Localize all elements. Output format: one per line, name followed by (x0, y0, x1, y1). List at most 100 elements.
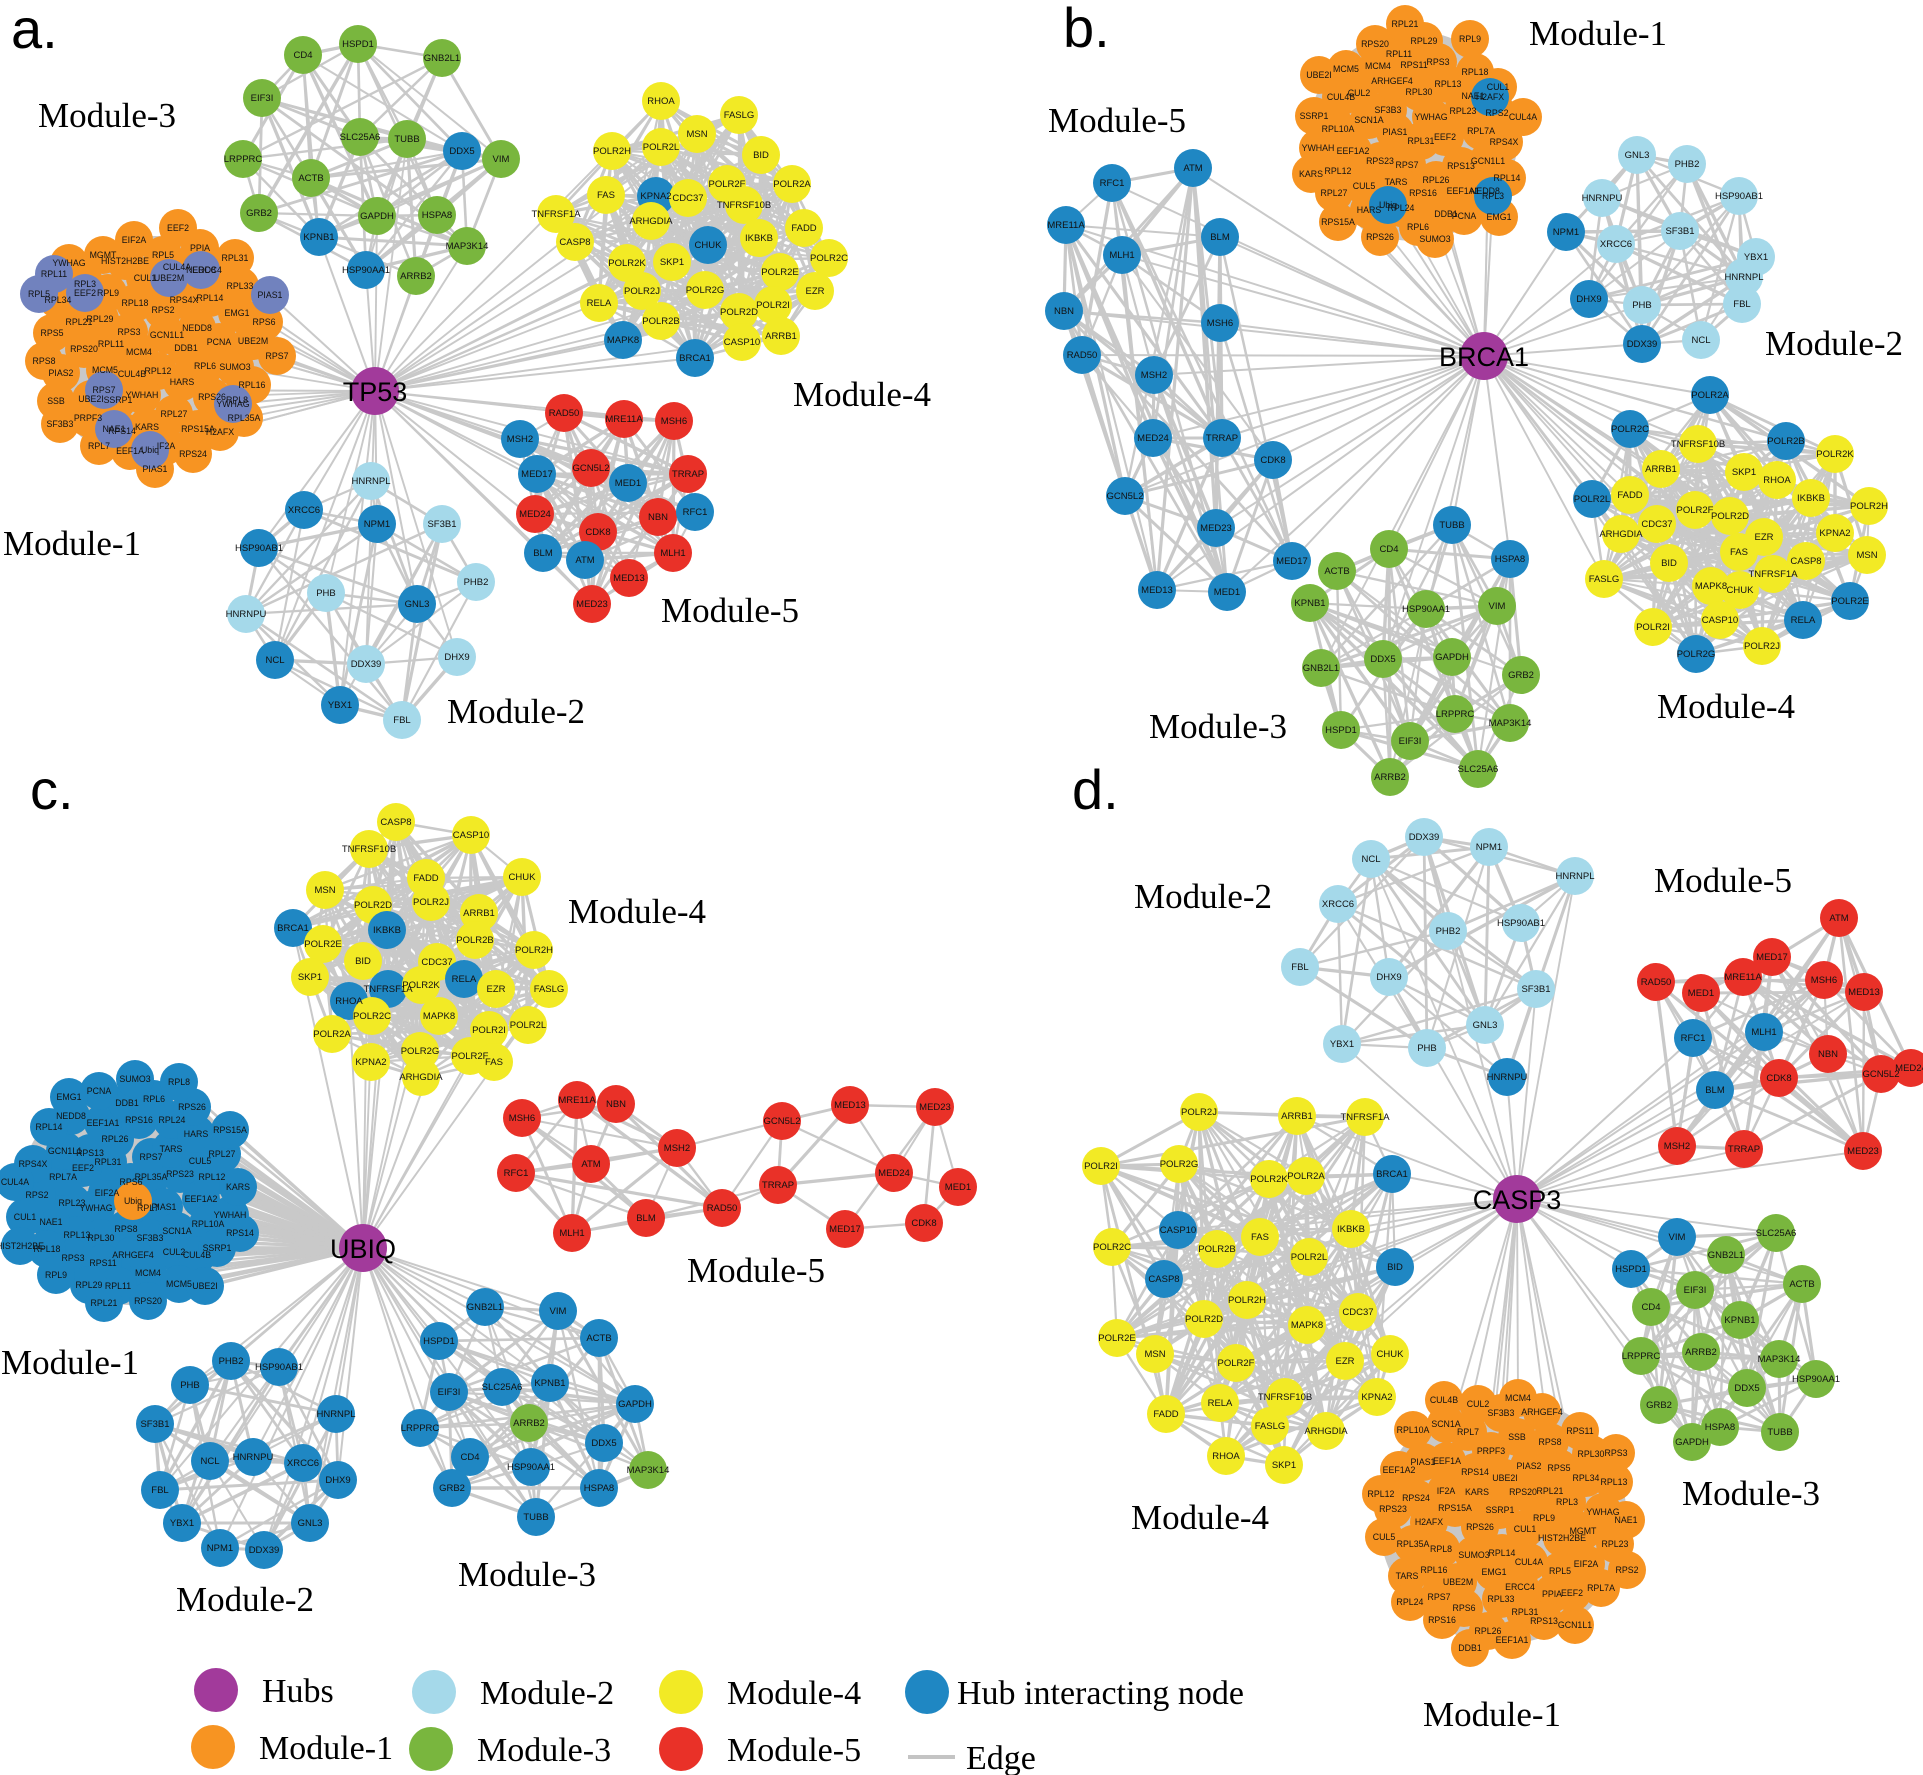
svg-text:TNFRSF1A: TNFRSF1A (363, 984, 413, 995)
svg-text:POLR2C: POLR2C (810, 253, 848, 264)
svg-text:SKP1: SKP1 (1732, 467, 1756, 478)
svg-text:EMG1: EMG1 (1487, 212, 1512, 222)
svg-text:Module-4: Module-4 (1131, 1498, 1269, 1537)
svg-text:CASP8: CASP8 (1148, 1274, 1179, 1285)
svg-text:HSP90AA1: HSP90AA1 (507, 1462, 555, 1473)
svg-text:RPL23: RPL23 (1450, 106, 1477, 116)
svg-text:GNB2L1: GNB2L1 (1708, 1250, 1744, 1261)
svg-text:YWHAH: YWHAH (214, 1210, 247, 1220)
svg-text:RPS23: RPS23 (1379, 1504, 1407, 1514)
svg-text:SF3B3: SF3B3 (137, 1233, 164, 1243)
svg-text:Module-5: Module-5 (1048, 101, 1186, 140)
svg-text:H2AFX: H2AFX (1415, 1517, 1443, 1527)
svg-text:POLR2L: POLR2L (1574, 494, 1610, 505)
svg-text:PHB: PHB (316, 588, 336, 599)
svg-text:HNRNPU: HNRNPU (1487, 1072, 1528, 1083)
svg-text:RPS6: RPS6 (1453, 1603, 1476, 1613)
svg-text:FAS: FAS (1251, 1232, 1269, 1243)
svg-text:RPL14: RPL14 (1494, 173, 1521, 183)
svg-text:RPS6: RPS6 (253, 317, 276, 327)
svg-text:TRRAP: TRRAP (1728, 1144, 1760, 1155)
svg-text:POLR2F: POLR2F (1677, 505, 1714, 516)
svg-text:RPS4X: RPS4X (170, 295, 199, 305)
svg-text:RPL3: RPL3 (1482, 191, 1504, 201)
svg-text:HSP90AA1: HSP90AA1 (342, 265, 390, 276)
svg-text:CUL4B: CUL4B (1327, 92, 1355, 102)
svg-text:RPL10A: RPL10A (1322, 124, 1355, 134)
svg-text:FBL: FBL (393, 715, 410, 726)
svg-text:KARS: KARS (1465, 1487, 1489, 1497)
svg-text:POLR2J: POLR2J (1744, 641, 1780, 652)
svg-text:GNB2L1: GNB2L1 (467, 1302, 503, 1313)
svg-text:RHOA: RHOA (335, 996, 363, 1007)
svg-text:RPL10A: RPL10A (192, 1219, 225, 1229)
svg-text:NBN: NBN (1054, 306, 1074, 317)
svg-text:MED24: MED24 (878, 1168, 910, 1179)
svg-text:CUL2: CUL2 (1467, 1399, 1490, 1409)
svg-text:RPL13: RPL13 (64, 1230, 91, 1240)
svg-text:POLR2K: POLR2K (1816, 449, 1854, 460)
svg-text:EEF2: EEF2 (1561, 1588, 1583, 1598)
svg-text:EIF2A: EIF2A (1574, 1559, 1599, 1569)
svg-text:POLR2E: POLR2E (1831, 596, 1869, 607)
svg-text:RPL10A: RPL10A (1397, 1425, 1430, 1435)
svg-text:RPL11: RPL11 (1386, 49, 1412, 59)
svg-text:RPL24: RPL24 (1388, 203, 1415, 213)
svg-text:MED24: MED24 (1137, 433, 1169, 444)
svg-text:KARS: KARS (226, 1182, 250, 1192)
svg-text:MED23: MED23 (1847, 1146, 1879, 1157)
svg-text:DDX5: DDX5 (449, 146, 474, 157)
svg-text:ATM: ATM (575, 555, 594, 566)
svg-text:HSP90AB1: HSP90AB1 (1497, 918, 1545, 929)
svg-text:EMG1: EMG1 (57, 1092, 82, 1102)
svg-text:MSH6: MSH6 (1207, 318, 1233, 329)
svg-text:POLR2D: POLR2D (1711, 511, 1749, 522)
svg-text:CASP10: CASP10 (453, 830, 489, 841)
svg-text:Module-4: Module-4 (793, 375, 931, 414)
svg-text:MRE11A: MRE11A (605, 414, 643, 425)
svg-text:DDX5: DDX5 (591, 1438, 616, 1449)
svg-text:RPL7A: RPL7A (1467, 126, 1495, 136)
svg-text:BID: BID (753, 150, 769, 161)
svg-text:DDB1: DDB1 (115, 1098, 139, 1108)
svg-text:NCL: NCL (265, 655, 284, 666)
svg-text:GNL3: GNL3 (1625, 150, 1650, 161)
svg-text:IKBKB: IKBKB (1337, 1224, 1365, 1235)
svg-text:Ubiq: Ubiq (141, 445, 159, 455)
svg-text:RPL31: RPL31 (95, 1157, 122, 1167)
svg-text:PIAS1: PIAS1 (1411, 1457, 1436, 1467)
svg-text:GNL3: GNL3 (405, 599, 430, 610)
svg-text:PPIA: PPIA (1542, 1589, 1562, 1599)
svg-text:Module-3: Module-3 (1682, 1474, 1820, 1513)
svg-text:MED23: MED23 (576, 599, 608, 610)
svg-text:RPL8: RPL8 (168, 1077, 190, 1087)
svg-text:POLR2F: POLR2F (709, 179, 746, 190)
svg-text:CHUK: CHUK (509, 872, 537, 883)
svg-text:RPL21: RPL21 (66, 317, 93, 327)
svg-text:MSH2: MSH2 (1141, 370, 1167, 381)
svg-text:POLR2D: POLR2D (1185, 1314, 1223, 1325)
svg-text:EEF1A2: EEF1A2 (1383, 1465, 1416, 1475)
svg-text:YWHAH: YWHAH (1302, 143, 1335, 153)
svg-text:BRCA1: BRCA1 (679, 353, 711, 364)
svg-text:RPL12: RPL12 (1325, 166, 1352, 176)
svg-text:POLR2F: POLR2F (1218, 1358, 1255, 1369)
svg-text:UBE2I: UBE2I (1492, 1473, 1517, 1483)
svg-text:GNB2L1: GNB2L1 (424, 53, 460, 64)
svg-text:FBL: FBL (151, 1485, 168, 1496)
svg-text:KPNA2: KPNA2 (640, 191, 671, 202)
svg-text:RPL26: RPL26 (1475, 1626, 1502, 1636)
svg-text:ARHGEF4: ARHGEF4 (1521, 1407, 1563, 1417)
svg-text:RELA: RELA (1208, 1398, 1233, 1409)
svg-text:ATM: ATM (581, 1159, 600, 1170)
svg-text:EIF3I: EIF3I (251, 93, 274, 104)
svg-text:RPS26: RPS26 (1466, 1522, 1494, 1532)
svg-text:CUL5: CUL5 (1373, 1532, 1396, 1542)
svg-text:RPL35A: RPL35A (135, 1172, 168, 1182)
svg-text:MED17: MED17 (1276, 556, 1308, 567)
svg-text:MCM4: MCM4 (135, 1268, 161, 1278)
svg-text:BID: BID (1387, 1262, 1403, 1273)
svg-text:PHB: PHB (1417, 1043, 1437, 1054)
svg-text:RPS16: RPS16 (1409, 188, 1437, 198)
svg-text:Module-1: Module-1 (3, 524, 141, 563)
